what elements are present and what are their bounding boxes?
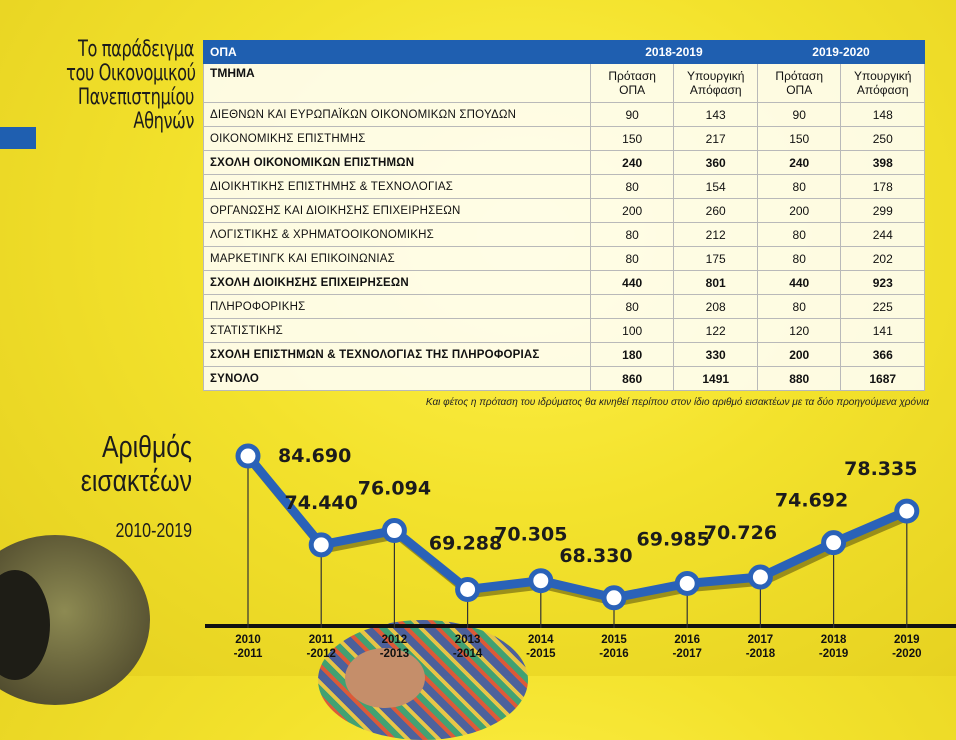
header-opa: ΟΠΑ: [203, 40, 591, 64]
header-ministerial: Υπουργική Απόφαση: [673, 63, 758, 103]
x-tick-label: 2017 -2018: [746, 634, 776, 660]
table-row: ΠΛΗΡΟΦΟΡΙΚΗΣ 80 208 80 225: [203, 294, 925, 319]
x-tick-label: 2013 -2014: [453, 634, 483, 660]
department-name: ΣΧΟΛΗ ΕΠΙΣΤΗΜΩΝ & ΤΕΧΝΟΛΟΓΙΑΣ ΤΗΣ ΠΛΗΡΟΦ…: [203, 342, 591, 367]
data-point: [528, 568, 554, 594]
table-cell: 150: [589, 126, 675, 151]
table-cell: 880: [756, 366, 842, 391]
x-tick-label: 2018 -2019: [819, 634, 848, 660]
data-point: [455, 577, 481, 603]
data-point: [894, 498, 920, 524]
department-name: ΣΥΝΟΛΟ: [203, 366, 591, 391]
data-point: [821, 530, 847, 556]
header-ministerial: Υπουργική Απόφαση: [840, 63, 925, 103]
headline-line: Πανεπιστημίου: [77, 85, 195, 110]
data-point: [235, 443, 261, 469]
headline-line: του Οικονομικού: [66, 61, 196, 86]
header-proposal: Πρόταση ΟΠΑ: [589, 63, 675, 103]
data-label: 69.288: [429, 533, 502, 555]
data-point: [308, 532, 334, 558]
table-row: ΔΙΕΘΝΩΝ ΚΑΙ ΕΥΡΩΠΑΪΚΩΝ ΟΙΚΟΝΟΜΙΚΩΝ ΣΠΟΥΔ…: [203, 102, 925, 127]
table-cell: 141: [840, 318, 925, 343]
table-row: ΟΡΓΑΝΩΣΗΣ ΚΑΙ ΔΙΟΙΚΗΣΗΣ ΕΠΙΧΕΙΡΗΣΕΩΝ 200 2…: [203, 198, 925, 223]
data-label: 69.985: [637, 528, 710, 550]
table-cell: 143: [673, 102, 758, 127]
table-row: ΜΑΡΚΕΤΙΝΓΚ ΚΑΙ ΕΠΙΚΟΙΝΩΝΙΑΣ 80 175 80 202: [203, 246, 925, 271]
table-cell: 225: [840, 294, 925, 319]
headline: Το παράδειγμα του Οικονομικού Πανεπιστημ…: [66, 37, 196, 134]
admissions-table: ΟΠΑ 2018-2019 2019-2020 ΤΜΗΜΑ Πρόταση ΟΠ…: [203, 40, 926, 391]
table-cell: 860: [589, 366, 675, 391]
department-name: ΣΤΑΤΙΣΤΙΚΗΣ: [203, 318, 591, 343]
x-tick-label: 2014 -2015: [526, 634, 556, 660]
table-cell: 80: [756, 222, 842, 247]
data-point: [601, 585, 627, 611]
chart-years: 2010-2019: [115, 520, 192, 542]
table-cell: 200: [589, 198, 675, 223]
series-line: [244, 453, 909, 603]
header-year-2018-2019: 2018-2019: [589, 40, 758, 64]
accent-bar: [0, 127, 36, 149]
x-tick-label: 2012 -2013: [380, 634, 409, 660]
table-cell: 923: [840, 270, 925, 295]
data-point: [674, 570, 700, 596]
table-note: Και φέτος η πρόταση του ιδρύματος θα κιν…: [425, 397, 929, 408]
table-cell: 208: [673, 294, 758, 319]
table-cell: 178: [840, 174, 925, 199]
chart-title-line: Αριθμός: [102, 429, 192, 464]
data-label: 84.690: [278, 445, 351, 467]
chart-title: Αριθμός εισακτέων: [75, 430, 192, 498]
x-tick-label: 2016 -2017: [672, 634, 701, 660]
table-cell: 80: [756, 174, 842, 199]
table-row: ΣΤΑΤΙΣΤΙΚΗΣ 100 122 120 141: [203, 318, 925, 343]
header-proposal: Πρόταση ΟΠΑ: [756, 63, 842, 103]
table-cell: 80: [756, 246, 842, 271]
header-tmima: ΤΜΗΜΑ: [203, 63, 591, 103]
table-cell: 80: [589, 222, 675, 247]
x-tick-label: 2010 -2011: [234, 634, 263, 660]
data-label: 78.335: [844, 458, 917, 480]
department-name: ΟΙΚΟΝΟΜΙΚΗΣ ΕΠΙΣΤΗΜΗΣ: [203, 126, 591, 151]
x-tick-label: 2015 -2016: [599, 634, 628, 660]
data-label: 70.305: [494, 524, 567, 546]
table-cell: 398: [840, 150, 925, 175]
table-cell: 154: [673, 174, 758, 199]
table-cell: 80: [589, 294, 675, 319]
department-name: ΔΙΟΙΚΗΤΙΚΗΣ ΕΠΙΣΤΗΜΗΣ & ΤΕΧΝΟΛΟΓΙΑΣ: [203, 174, 591, 199]
table-cell: 801: [673, 270, 758, 295]
headline-line: Το παράδειγμα: [78, 37, 194, 62]
table-row: ΔΙΟΙΚΗΤΙΚΗΣ ΕΠΙΣΤΗΜΗΣ & ΤΕΧΝΟΛΟΓΙΑΣ 80 154…: [203, 174, 925, 199]
table-cell: 299: [840, 198, 925, 223]
data-point: [381, 518, 407, 544]
chart-title-line: εισακτέων: [80, 463, 192, 498]
table-cell: 360: [673, 150, 758, 175]
x-tick-label: 2011 -2012: [306, 634, 335, 660]
headline-line: Αθηνών: [133, 109, 194, 134]
table-cell: 1687: [840, 366, 925, 391]
table-cell: 80: [589, 246, 675, 271]
data-label: 76.094: [358, 478, 431, 500]
table-row: ΣΥΝΟΛΟ 860 1491 880 1687: [203, 366, 925, 391]
table-cell: 250: [840, 126, 925, 151]
table-cell: 202: [840, 246, 925, 271]
table-cell: 150: [756, 126, 842, 151]
header-year-2019-2020: 2019-2020: [756, 40, 926, 64]
data-label: 74.692: [775, 490, 848, 512]
x-axis-line: [205, 624, 956, 628]
table-row: ΣΧΟΛΗ ΔΙΟΙΚΗΣΗΣ ΕΠΙΧΕΙΡΗΣΕΩΝ 440 801 440 923: [203, 270, 925, 295]
department-name: ΣΧΟΛΗ ΔΙΟΙΚΗΣΗΣ ΕΠΙΧΕΙΡΗΣΕΩΝ: [203, 270, 591, 295]
x-tick-label: 2019 -2020: [892, 634, 921, 660]
table-cell: 148: [840, 102, 925, 127]
data-label: 70.726: [704, 522, 777, 544]
series-line-shadow: [247, 457, 912, 607]
data-label: 68.330: [559, 545, 632, 567]
table-row: ΣΧΟΛΗ ΟΙΚΟΝΟΜΙΚΩΝ ΕΠΙΣΤΗΜΩΝ 240 360 240 398: [203, 150, 925, 175]
table-cell: 1491: [673, 366, 758, 391]
table-cell: 240: [756, 150, 842, 175]
data-point: [747, 564, 773, 590]
department-name: ΔΙΕΘΝΩΝ ΚΑΙ ΕΥΡΩΠΑΪΚΩΝ ΟΙΚΟΝΟΜΙΚΩΝ ΣΠΟΥΔ…: [203, 102, 591, 127]
data-label: 74.440: [285, 492, 358, 514]
department-name: ΣΧΟΛΗ ΟΙΚΟΝΟΜΙΚΩΝ ΕΠΙΣΤΗΜΩΝ: [203, 150, 591, 175]
